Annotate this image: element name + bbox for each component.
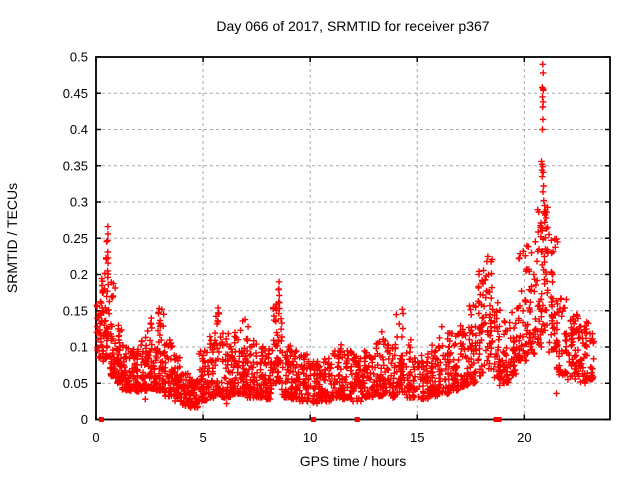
x-axis-label: GPS time / hours bbox=[300, 453, 407, 469]
y-tick-label: 0.2 bbox=[70, 267, 88, 282]
axis-ticks bbox=[95, 56, 610, 421]
y-tick-label: 0 bbox=[81, 412, 88, 427]
x-tick-labels: 0 5 10 15 20 bbox=[92, 430, 531, 445]
zero-value-marker bbox=[98, 417, 104, 422]
y-tick-label: 0.05 bbox=[63, 376, 88, 391]
y-axis-label: SRMTID / TECUs bbox=[4, 183, 20, 293]
zero-value-marker bbox=[310, 417, 316, 422]
grid-lines bbox=[96, 57, 610, 420]
y-tick-label: 0.4 bbox=[70, 122, 88, 137]
zero-value-marker bbox=[354, 417, 360, 422]
chart-title: Day 066 of 2017, SRMTID for receiver p36… bbox=[216, 18, 489, 34]
y-tick-label: 0.35 bbox=[63, 158, 88, 173]
y-tick-labels: 0 0.05 0.1 0.15 0.2 0.25 0.3 0.35 0.4 0.45 0.5 bbox=[63, 50, 88, 428]
x-tick-label: 15 bbox=[410, 430, 424, 445]
x-tick-label: 20 bbox=[517, 430, 531, 445]
x-tick-label: 5 bbox=[199, 430, 206, 445]
y-tick-label: 0.1 bbox=[70, 340, 88, 355]
y-tick-label: 0.25 bbox=[63, 231, 88, 246]
zero-value-marker bbox=[496, 417, 502, 422]
plot-border bbox=[95, 56, 611, 421]
y-tick-label: 0.15 bbox=[63, 303, 88, 318]
zero-value-marker bbox=[493, 417, 499, 422]
scatter-points bbox=[93, 61, 597, 411]
y-tick-label: 0.5 bbox=[70, 50, 88, 65]
x-tick-label: 10 bbox=[303, 430, 317, 445]
y-tick-label: 0.45 bbox=[63, 86, 88, 101]
zero-markers bbox=[98, 417, 502, 422]
y-tick-label: 0.3 bbox=[70, 195, 88, 210]
x-tick-label: 0 bbox=[92, 430, 99, 445]
